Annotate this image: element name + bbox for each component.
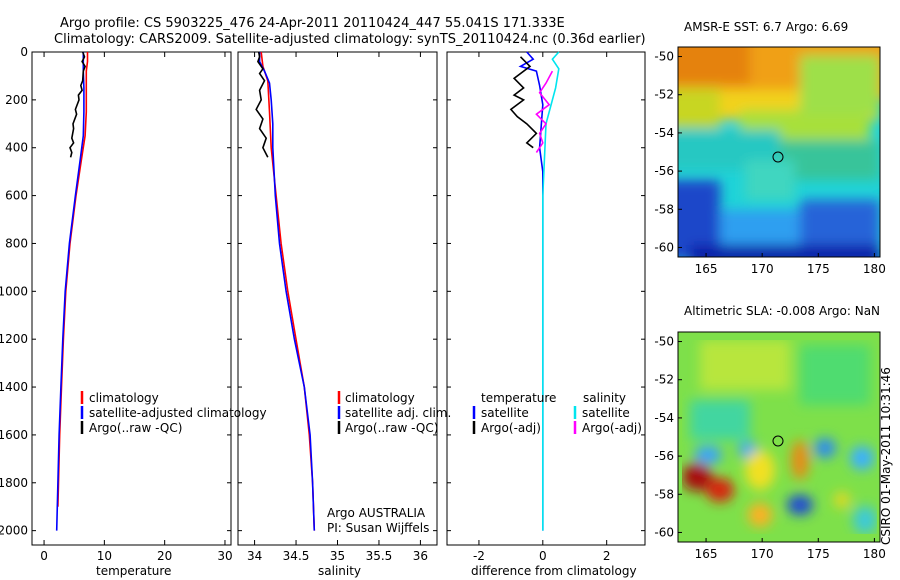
temperature-xlabel: temperature — [96, 564, 171, 578]
map-y-tick-label: -50 — [654, 335, 674, 349]
depth-tick-label: 400 — [5, 141, 28, 155]
x-tick-label: 30 — [217, 549, 232, 563]
depth-tick-label: 1600 — [0, 428, 28, 442]
difference-panel — [446, 51, 646, 546]
x-tick-label: 34 — [247, 549, 262, 563]
series-line-satellite — [55, 52, 85, 531]
series-line-satellite — [258, 52, 316, 531]
x-tick-label: 2 — [603, 549, 611, 563]
credit-stamp: CSIRO 01-May-2011 10:31:46 — [879, 367, 893, 545]
series-line-temperature-satellite — [518, 51, 544, 531]
depth-tick-label: 1400 — [0, 380, 28, 394]
difference-legend: temperature salinity satellite Argo(-adj… — [472, 391, 642, 435]
argo-annotation-1: Argo AUSTRALIA — [327, 506, 426, 520]
temperature-panel — [31, 51, 232, 546]
map-y-tick-label: -50 — [654, 50, 674, 64]
sst-map-axes: 165 170 175 180 -50 -52 -54 -56 -58 -60 — [654, 50, 885, 276]
series-line-salinity-argo-adj- — [535, 70, 554, 153]
map-y-tick-label: -56 — [654, 164, 674, 178]
sla-argo-marker — [772, 435, 784, 447]
header-line2: Climatology: CARS2009. Satellite-adjuste… — [54, 32, 646, 47]
series-line-argo — [69, 51, 86, 158]
map-y-tick-label: -54 — [654, 126, 674, 140]
salinity-curves — [255, 51, 316, 531]
depth-tick-label: 2000 — [0, 524, 28, 538]
depth-tick-label: 0 — [20, 45, 28, 59]
map-x-tick-label: 180 — [863, 547, 886, 561]
map-x-tick-label: 175 — [807, 547, 830, 561]
temp-legend-argo: Argo(..raw -QC) — [89, 421, 182, 435]
sst-map-frame — [677, 46, 881, 258]
sal-legend-climatology: climatology — [345, 391, 415, 405]
diff-legend-sal-satellite: satellite — [582, 406, 630, 420]
x-tick-label: 35.5 — [366, 549, 393, 563]
series-line-argo — [255, 51, 269, 158]
map-x-tick-label: 170 — [751, 262, 774, 276]
depth-tick-label: 1000 — [0, 284, 28, 298]
depth-tick-label: 800 — [5, 236, 28, 250]
difference-xlabel: difference from climatology — [471, 564, 637, 578]
map-y-tick-label: -54 — [654, 411, 674, 425]
temp-legend-climatology: climatology — [89, 391, 159, 405]
depth-tick-label: 200 — [5, 93, 28, 107]
diff-legend-temp-satellite: satellite — [481, 406, 529, 420]
series-line-temperature-argo-adj- — [509, 56, 538, 149]
difference-x-axis: -2 0 2 — [473, 52, 611, 563]
map-x-tick-label: 165 — [695, 262, 718, 276]
sla-map-frame — [677, 331, 881, 543]
map-x-tick-label: 175 — [807, 262, 830, 276]
salinity-legend: climatology satellite adj. clim. Argo(..… — [337, 391, 451, 435]
sla-map-axes: 165 170 175 180 -50 -52 -54 -56 -58 -60 — [654, 335, 885, 561]
sst-argo-marker — [772, 151, 784, 163]
sst-map-image — [678, 47, 880, 257]
sal-legend-satellite: satellite adj. clim. — [345, 406, 451, 420]
map-x-tick-label: 170 — [751, 547, 774, 561]
salinity-x-axis: 34 34.5 35 35.5 36 — [247, 52, 428, 563]
sla-map-title: Altimetric SLA: -0.008 Argo: NaN — [684, 304, 880, 318]
diff-legend-temp-argo: Argo(-adj) — [481, 421, 541, 435]
series-line-salinity-satellite — [541, 51, 560, 531]
map-x-tick-label: 165 — [695, 547, 718, 561]
diff-legend-salinity-header: salinity — [583, 391, 626, 405]
map-y-tick-label: -58 — [654, 487, 674, 501]
map-x-tick-label: 180 — [863, 262, 886, 276]
map-y-tick-label: -60 — [654, 240, 674, 254]
diff-legend-temperature-header: temperature — [481, 391, 556, 405]
salinity-xlabel: salinity — [318, 564, 361, 578]
depth-tick-label: 600 — [5, 189, 28, 203]
map-y-tick-label: -52 — [654, 88, 674, 102]
x-tick-label: 10 — [97, 549, 112, 563]
x-tick-label: 36 — [413, 549, 428, 563]
temperature-legend: climatology satellite-adjusted climatolo… — [80, 391, 267, 435]
header-line1: Argo profile: CS 5903225_476 24-Apr-2011… — [60, 16, 565, 31]
sla-map-image — [678, 332, 880, 542]
temperature-x-axis: 0 10 20 30 — [40, 52, 233, 563]
map-y-tick-label: -56 — [654, 449, 674, 463]
map-y-tick-label: -58 — [654, 202, 674, 216]
x-tick-label: 35 — [330, 549, 345, 563]
diff-legend-sal-argo: Argo(-adj) — [582, 421, 642, 435]
depth-tick-label: 1200 — [0, 332, 28, 346]
sst-map-title: AMSR-E SST: 6.7 Argo: 6.69 — [684, 20, 848, 34]
sal-legend-argo: Argo(..raw -QC) — [345, 421, 438, 435]
salinity-panel — [237, 51, 438, 546]
x-tick-label: 0 — [539, 549, 547, 563]
temperature-curves — [55, 51, 89, 531]
map-y-tick-label: -60 — [654, 525, 674, 539]
x-tick-label: -2 — [473, 549, 485, 563]
depth-tick-label: 1800 — [0, 476, 28, 490]
depth-axis: 0 200 400 600 800 1000 1200 1400 1600 1800 2000 — [0, 45, 645, 538]
argo-annotation-2: PI: Susan Wijffels — [327, 521, 429, 535]
x-tick-label: 20 — [157, 549, 172, 563]
series-line-climatology — [260, 51, 316, 531]
x-tick-label: 34.5 — [283, 549, 310, 563]
map-y-tick-label: -52 — [654, 373, 674, 387]
temp-legend-satellite: satellite-adjusted climatology — [89, 406, 267, 420]
x-tick-label: 0 — [40, 549, 48, 563]
difference-curves — [509, 51, 560, 531]
